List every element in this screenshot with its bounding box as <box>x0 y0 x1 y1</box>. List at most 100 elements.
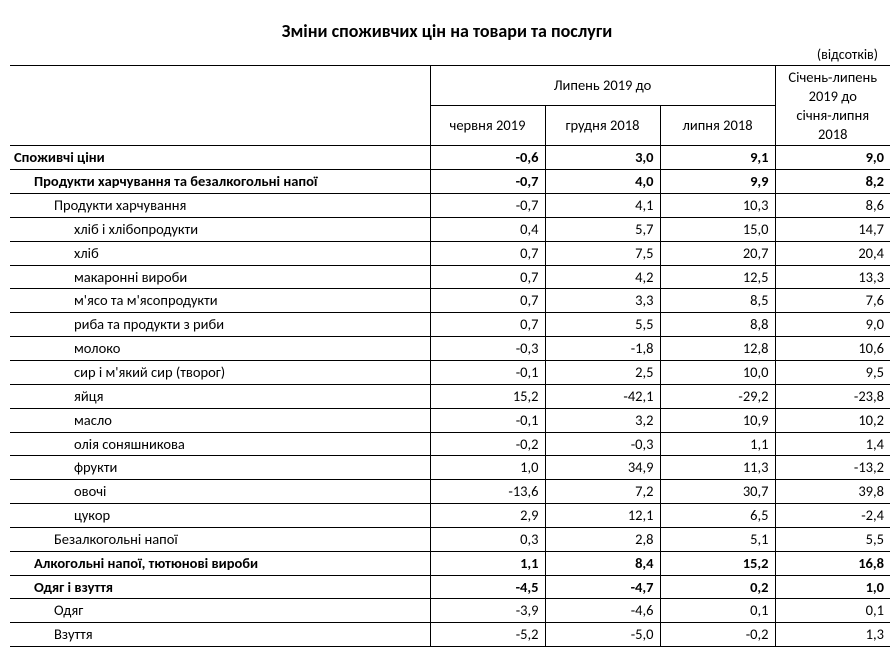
cell-value: 4,2 <box>545 265 660 289</box>
row-label: яйця <box>10 384 430 408</box>
table-row: Одяг і взуття-4,5-4,70,21,0 <box>10 575 890 599</box>
cell-value: 0,1 <box>775 599 890 623</box>
cell-value: 7,6 <box>775 289 890 313</box>
cell-value: 8,5 <box>660 289 775 313</box>
cell-value: 13,3 <box>775 265 890 289</box>
table-row: сир і м'який сир (творог)-0,12,510,09,5 <box>10 360 890 384</box>
row-label: цукор <box>10 504 430 528</box>
cell-value: 20,4 <box>775 241 890 265</box>
cell-value: 15,2 <box>430 384 545 408</box>
cell-value: -1,8 <box>545 337 660 361</box>
row-label: Одяг і взуття <box>10 575 430 599</box>
cell-value: -13,6 <box>430 480 545 504</box>
cell-value: 1,1 <box>660 432 775 456</box>
cell-value: 2,5 <box>545 360 660 384</box>
row-label: хліб <box>10 241 430 265</box>
cell-value: -29,2 <box>660 384 775 408</box>
cell-value: 16,8 <box>775 551 890 575</box>
row-label: овочі <box>10 480 430 504</box>
cell-value: -0,7 <box>430 170 545 194</box>
cell-value: 0,4 <box>430 217 545 241</box>
cell-value: 5,5 <box>775 527 890 551</box>
table-row: масло-0,13,210,910,2 <box>10 408 890 432</box>
row-label: Безалкогольні напої <box>10 527 430 551</box>
cell-value: 9,1 <box>660 146 775 170</box>
cell-value: 14,7 <box>775 217 890 241</box>
cell-value: 5,7 <box>545 217 660 241</box>
cell-value: 0,1 <box>660 599 775 623</box>
row-label: хліб і хлібопродукти <box>10 217 430 241</box>
table-row: молоко-0,3-1,812,810,6 <box>10 337 890 361</box>
cell-value: 0,7 <box>430 265 545 289</box>
cell-value: 8,8 <box>660 313 775 337</box>
table-row: олія соняшникова-0,2-0,31,11,4 <box>10 432 890 456</box>
table-row: Безалкогольні напої0,32,85,15,5 <box>10 527 890 551</box>
row-label: Взуття <box>10 623 430 647</box>
cell-value: 15,2 <box>660 551 775 575</box>
cell-value: -2,4 <box>775 504 890 528</box>
cell-value: 11,3 <box>660 456 775 480</box>
table-row: яйця15,2-42,1-29,2-23,8 <box>10 384 890 408</box>
cell-value: 8,2 <box>775 170 890 194</box>
table-row: цукор2,912,16,5-2,4 <box>10 504 890 528</box>
cell-value: 12,5 <box>660 265 775 289</box>
cell-value: 10,9 <box>660 408 775 432</box>
row-label: Одяг <box>10 599 430 623</box>
cell-value: 10,0 <box>660 360 775 384</box>
cell-value: 0,7 <box>430 241 545 265</box>
cell-value: 0,3 <box>430 527 545 551</box>
table-row: Алкогольні напої, тютюнові вироби1,18,41… <box>10 551 890 575</box>
cell-value: 8,4 <box>545 551 660 575</box>
table-row: хліб і хлібопродукти0,45,715,014,7 <box>10 217 890 241</box>
header-group-july: Липень 2019 до <box>430 66 775 106</box>
cell-value: -13,2 <box>775 456 890 480</box>
table-row: Одяг-3,9-4,60,10,1 <box>10 599 890 623</box>
cell-value: 10,3 <box>660 194 775 218</box>
row-label: Алкогольні напої, тютюнові вироби <box>10 551 430 575</box>
header-empty <box>10 66 430 146</box>
table-row: Споживчі ціни-0,63,09,19,0 <box>10 146 890 170</box>
cell-value: 0,7 <box>430 313 545 337</box>
cell-value: 2,9 <box>430 504 545 528</box>
table-row: фрукти1,034,911,3-13,2 <box>10 456 890 480</box>
row-label: масло <box>10 408 430 432</box>
cell-value: 3,3 <box>545 289 660 313</box>
cell-value: -42,1 <box>545 384 660 408</box>
row-label: риба та продукти з риби <box>10 313 430 337</box>
cell-value: 1,0 <box>430 456 545 480</box>
cell-value: -0,1 <box>430 360 545 384</box>
table-row: риба та продукти з риби0,75,58,89,0 <box>10 313 890 337</box>
cell-value: 7,2 <box>545 480 660 504</box>
cell-value: 2,8 <box>545 527 660 551</box>
table-row: макаронні вироби0,74,212,513,3 <box>10 265 890 289</box>
row-label: Споживчі ціни <box>10 146 430 170</box>
page-title: Зміни споживчих цін на товари та послуги <box>10 20 884 42</box>
row-label: олія соняшникова <box>10 432 430 456</box>
table-row: Продукти харчування-0,74,110,38,6 <box>10 194 890 218</box>
cell-value: 0,2 <box>660 575 775 599</box>
row-label: молоко <box>10 337 430 361</box>
cell-value: -5,2 <box>430 623 545 647</box>
cell-value: 3,0 <box>545 146 660 170</box>
unit-label: (відсотків) <box>10 46 884 63</box>
cell-value: 9,5 <box>775 360 890 384</box>
table-row: овочі-13,67,230,739,8 <box>10 480 890 504</box>
header-col2: грудня 2018 <box>545 106 660 146</box>
cell-value: 39,8 <box>775 480 890 504</box>
row-label: Продукти харчування та безалкогольні нап… <box>10 170 430 194</box>
cell-value: -0,2 <box>660 623 775 647</box>
cell-value: -0,2 <box>430 432 545 456</box>
cell-value: 34,9 <box>545 456 660 480</box>
cell-value: -4,7 <box>545 575 660 599</box>
table-row: м'ясо та м'ясопродукти0,73,38,57,6 <box>10 289 890 313</box>
cell-value: -0,6 <box>430 146 545 170</box>
header-col1: червня 2019 <box>430 106 545 146</box>
table-row: хліб0,77,520,720,4 <box>10 241 890 265</box>
cell-value: 9,0 <box>775 313 890 337</box>
table-row: Продукти харчування та безалкогольні нап… <box>10 170 890 194</box>
cell-value: -4,5 <box>430 575 545 599</box>
cell-value: 10,6 <box>775 337 890 361</box>
cell-value: 9,0 <box>775 146 890 170</box>
cell-value: 4,1 <box>545 194 660 218</box>
cell-value: -0,3 <box>545 432 660 456</box>
